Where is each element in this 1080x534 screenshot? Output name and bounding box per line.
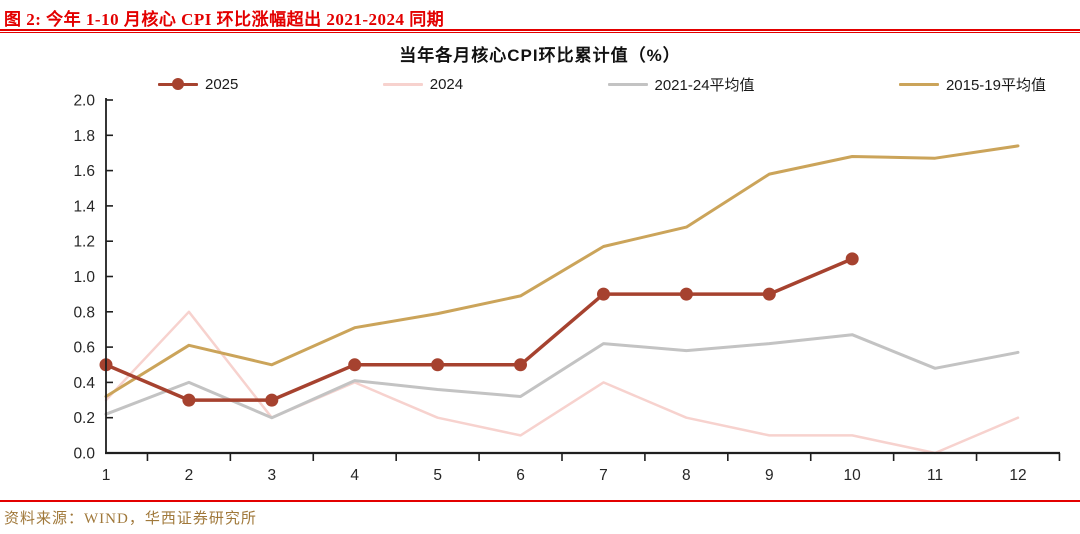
legend-label: 2021-24平均值 [654, 76, 755, 94]
x-tick-label: 6 [516, 467, 525, 484]
series-marker-2025 [265, 393, 279, 407]
bottom-divider [0, 500, 1080, 502]
legend-label: 2015-19平均值 [945, 76, 1046, 94]
y-tick-label: 0.2 [73, 410, 95, 427]
x-tick-label: 3 [268, 467, 277, 484]
legend-marker-dot-icon [172, 78, 184, 90]
legend-swatch-icon [158, 78, 198, 90]
x-tick-label: 9 [765, 467, 774, 484]
x-tick-label: 4 [350, 467, 359, 484]
legend-item-2015-19平均值: 2015-19平均值 [898, 74, 1046, 95]
chart-title: 当年各月核心CPI环比累计值（%） [399, 46, 681, 65]
y-tick-label: 0.4 [73, 375, 95, 392]
y-tick-label: 0.6 [73, 340, 95, 357]
y-tick-label: 1.4 [73, 198, 95, 215]
legend-swatch-icon [607, 82, 648, 86]
legend-swatch-icon [382, 82, 423, 86]
x-tick-label: 5 [433, 467, 442, 484]
x-tick-label: 7 [599, 467, 608, 484]
y-tick-label: 1.2 [73, 234, 95, 251]
top-divider-thin-line [0, 32, 1080, 33]
legend-item-2025: 2025 [158, 76, 238, 93]
y-tick-label: 2.0 [73, 93, 95, 110]
series-marker-2025 [182, 393, 196, 407]
legend-label: 2024 [429, 75, 464, 93]
series-marker-2025 [679, 287, 693, 301]
chart-legend: 2025 2024 2021-24平均值 2015-19平均值 [158, 73, 1046, 95]
series-line-2015-19平均值 [104, 144, 1020, 398]
figure-title: 图 2: 今年 1-10 月核心 CPI 环比涨幅超出 2021-2024 同期 [4, 10, 445, 29]
series-line-2021-24平均值 [104, 333, 1020, 420]
x-tick-label: 11 [927, 467, 943, 484]
x-tick-label: 12 [1009, 467, 1026, 484]
series-marker-2025 [597, 287, 610, 301]
x-tick-label: 10 [844, 467, 862, 484]
source-note: 资料来源：WIND，华西证券研究所 [4, 511, 257, 527]
x-tick-label: 8 [682, 467, 691, 484]
x-tick-label: 2 [185, 467, 194, 484]
x-tick-label: 1 [102, 467, 111, 484]
series-line-2025 [104, 257, 854, 402]
top-divider [0, 29, 1080, 33]
series-marker-2025 [348, 358, 362, 372]
series-line-2024 [104, 310, 1020, 455]
series-marker-2025 [762, 287, 776, 301]
series-marker-2025 [514, 358, 527, 372]
series-marker-2025 [431, 358, 445, 372]
y-tick-label: 1.8 [73, 128, 95, 145]
legend-swatch-icon [898, 82, 939, 86]
y-tick-label: 0.0 [73, 446, 95, 463]
legend-item-2021-24平均值: 2021-24平均值 [607, 74, 755, 95]
legend-item-2024: 2024 [382, 75, 464, 93]
series-marker-2025 [845, 252, 859, 266]
legend-label: 2025 [205, 75, 239, 93]
y-tick-label: 1.6 [73, 163, 95, 180]
y-tick-label: 1.0 [73, 269, 95, 286]
y-tick-label: 0.8 [73, 304, 95, 321]
